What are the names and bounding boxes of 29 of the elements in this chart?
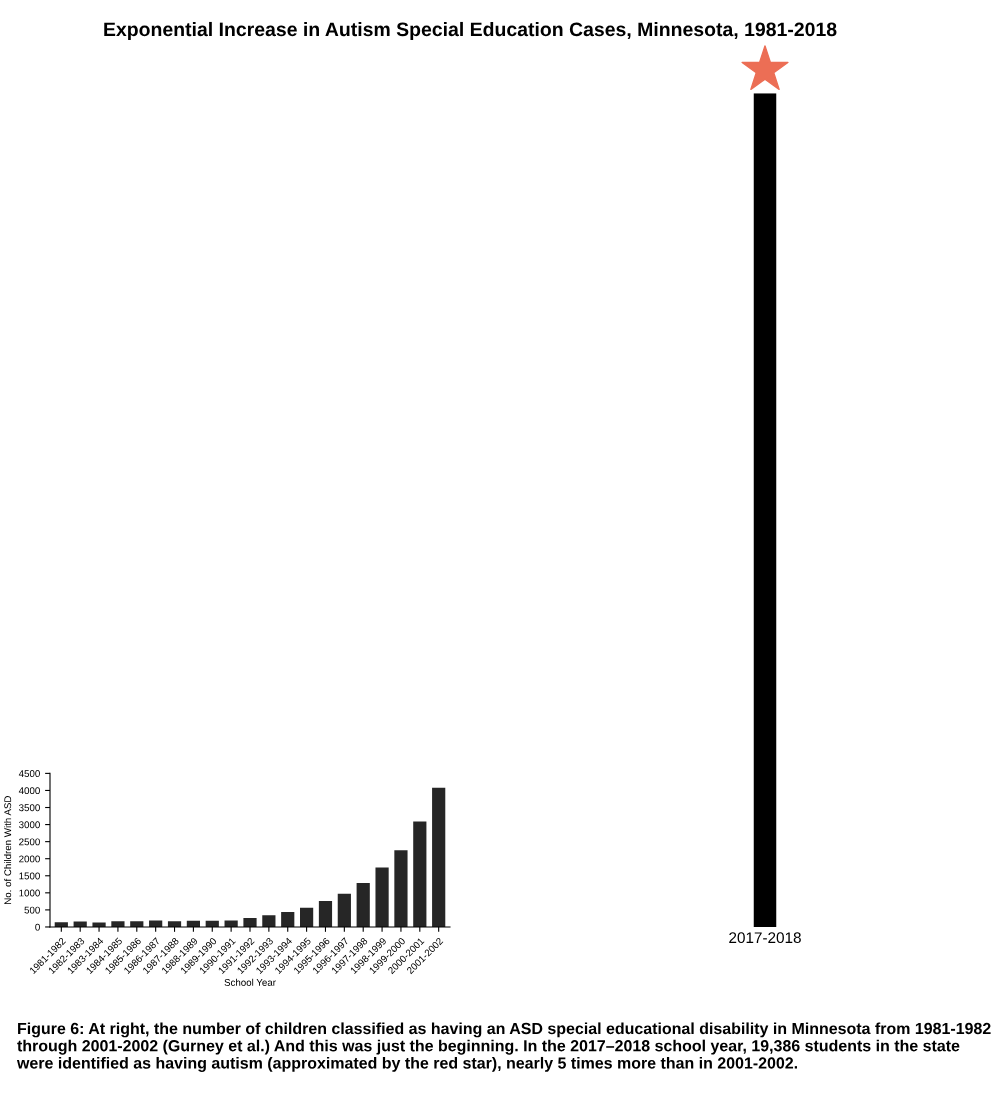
y-tick-label: 3000 xyxy=(19,821,40,829)
bar xyxy=(111,921,125,927)
y-tick-label: 1000 xyxy=(19,889,40,897)
bar xyxy=(281,911,295,927)
bar xyxy=(262,915,276,927)
caption: Figure 6: At right, the number of children classified as having an ASD special educational disability in Minnesota from 1981-1982 through 2001-2002 (Gurney et al.) And this was just the beginning. In the 2017–2018 school year, 19,386 students in the state were identified as having autism (approximated by the red star), nearly 5 times more than in 2001-2002. xyxy=(16,1022,991,1072)
bar xyxy=(224,920,238,927)
y-tick-label: 2500 xyxy=(19,838,40,846)
y-tick-label: 500 xyxy=(24,906,40,914)
bar xyxy=(356,882,370,927)
bar xyxy=(375,867,389,927)
y-tick-label: 2000 xyxy=(19,855,40,863)
bar xyxy=(413,821,427,927)
y-tick-label: 1500 xyxy=(19,872,40,880)
bar xyxy=(432,787,446,927)
x-tick-label: 2017-2018 xyxy=(729,932,801,944)
y-tick-label: 4000 xyxy=(18,787,40,795)
bar xyxy=(337,893,351,927)
bar xyxy=(300,907,314,927)
chart-title: Exponential Increase in Autism Special Education Cases, Minnesota, 1981-2018 xyxy=(104,21,837,41)
bar xyxy=(149,920,163,927)
y-tick-label: 3500 xyxy=(19,804,40,812)
bar xyxy=(394,850,408,927)
y-axis-title: No. of Children With ASD xyxy=(4,796,12,904)
y-tick-label: 0 xyxy=(35,923,40,931)
bar xyxy=(318,901,333,927)
x-axis-title: School Year xyxy=(224,978,276,986)
y-tick-label: 4500 xyxy=(18,770,40,777)
bar xyxy=(243,918,257,927)
